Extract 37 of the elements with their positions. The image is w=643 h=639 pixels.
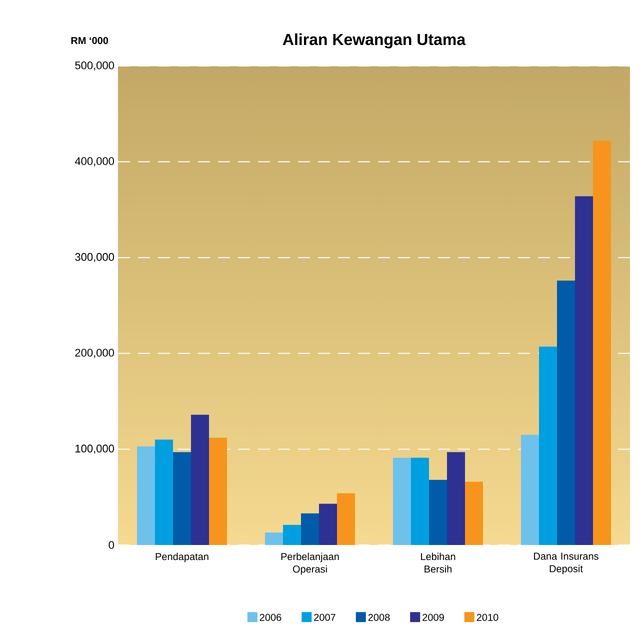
bar (319, 504, 337, 545)
bar (538, 346, 557, 545)
y-tick-label: 0 (108, 541, 114, 549)
bar (556, 280, 575, 545)
x-tick-label: Pendapatan (156, 552, 208, 562)
bar (465, 482, 483, 545)
y-axis-title: RM ‘000 (71, 37, 108, 44)
legend-label: 2007 (314, 614, 336, 621)
bar (155, 440, 173, 545)
y-tick-label: 300,000 (75, 253, 114, 262)
bar (593, 140, 611, 545)
chart-title: Aliran Kewangan Utama (282, 33, 466, 48)
bar (574, 196, 593, 545)
legend-label: 2010 (476, 614, 498, 621)
y-tick-label: 400,000 (74, 157, 114, 166)
legend-label: 2006 (260, 614, 282, 621)
bar (447, 452, 465, 545)
bar (337, 493, 355, 545)
legend-label: 2008 (368, 614, 390, 621)
bar (173, 452, 191, 545)
bar (137, 446, 156, 545)
bar (301, 513, 319, 545)
y-tick-label: 200,000 (75, 348, 114, 358)
x-tick-label: Perbelanjaan Operasi (281, 552, 339, 575)
bar (191, 414, 209, 545)
bar (283, 524, 301, 545)
bar (521, 434, 539, 545)
y-tick-label: 100,000 (76, 444, 114, 454)
x-tick-label: Dana Insurans Deposit (534, 552, 598, 574)
y-tick-label: 500,000 (75, 61, 114, 71)
bar (429, 480, 447, 545)
bar (411, 458, 429, 545)
bar (209, 438, 227, 545)
bar (265, 532, 283, 545)
legend-label: 2009 (422, 614, 444, 621)
x-tick-label: Lebihan Bersih (421, 552, 456, 573)
bar (393, 458, 411, 545)
